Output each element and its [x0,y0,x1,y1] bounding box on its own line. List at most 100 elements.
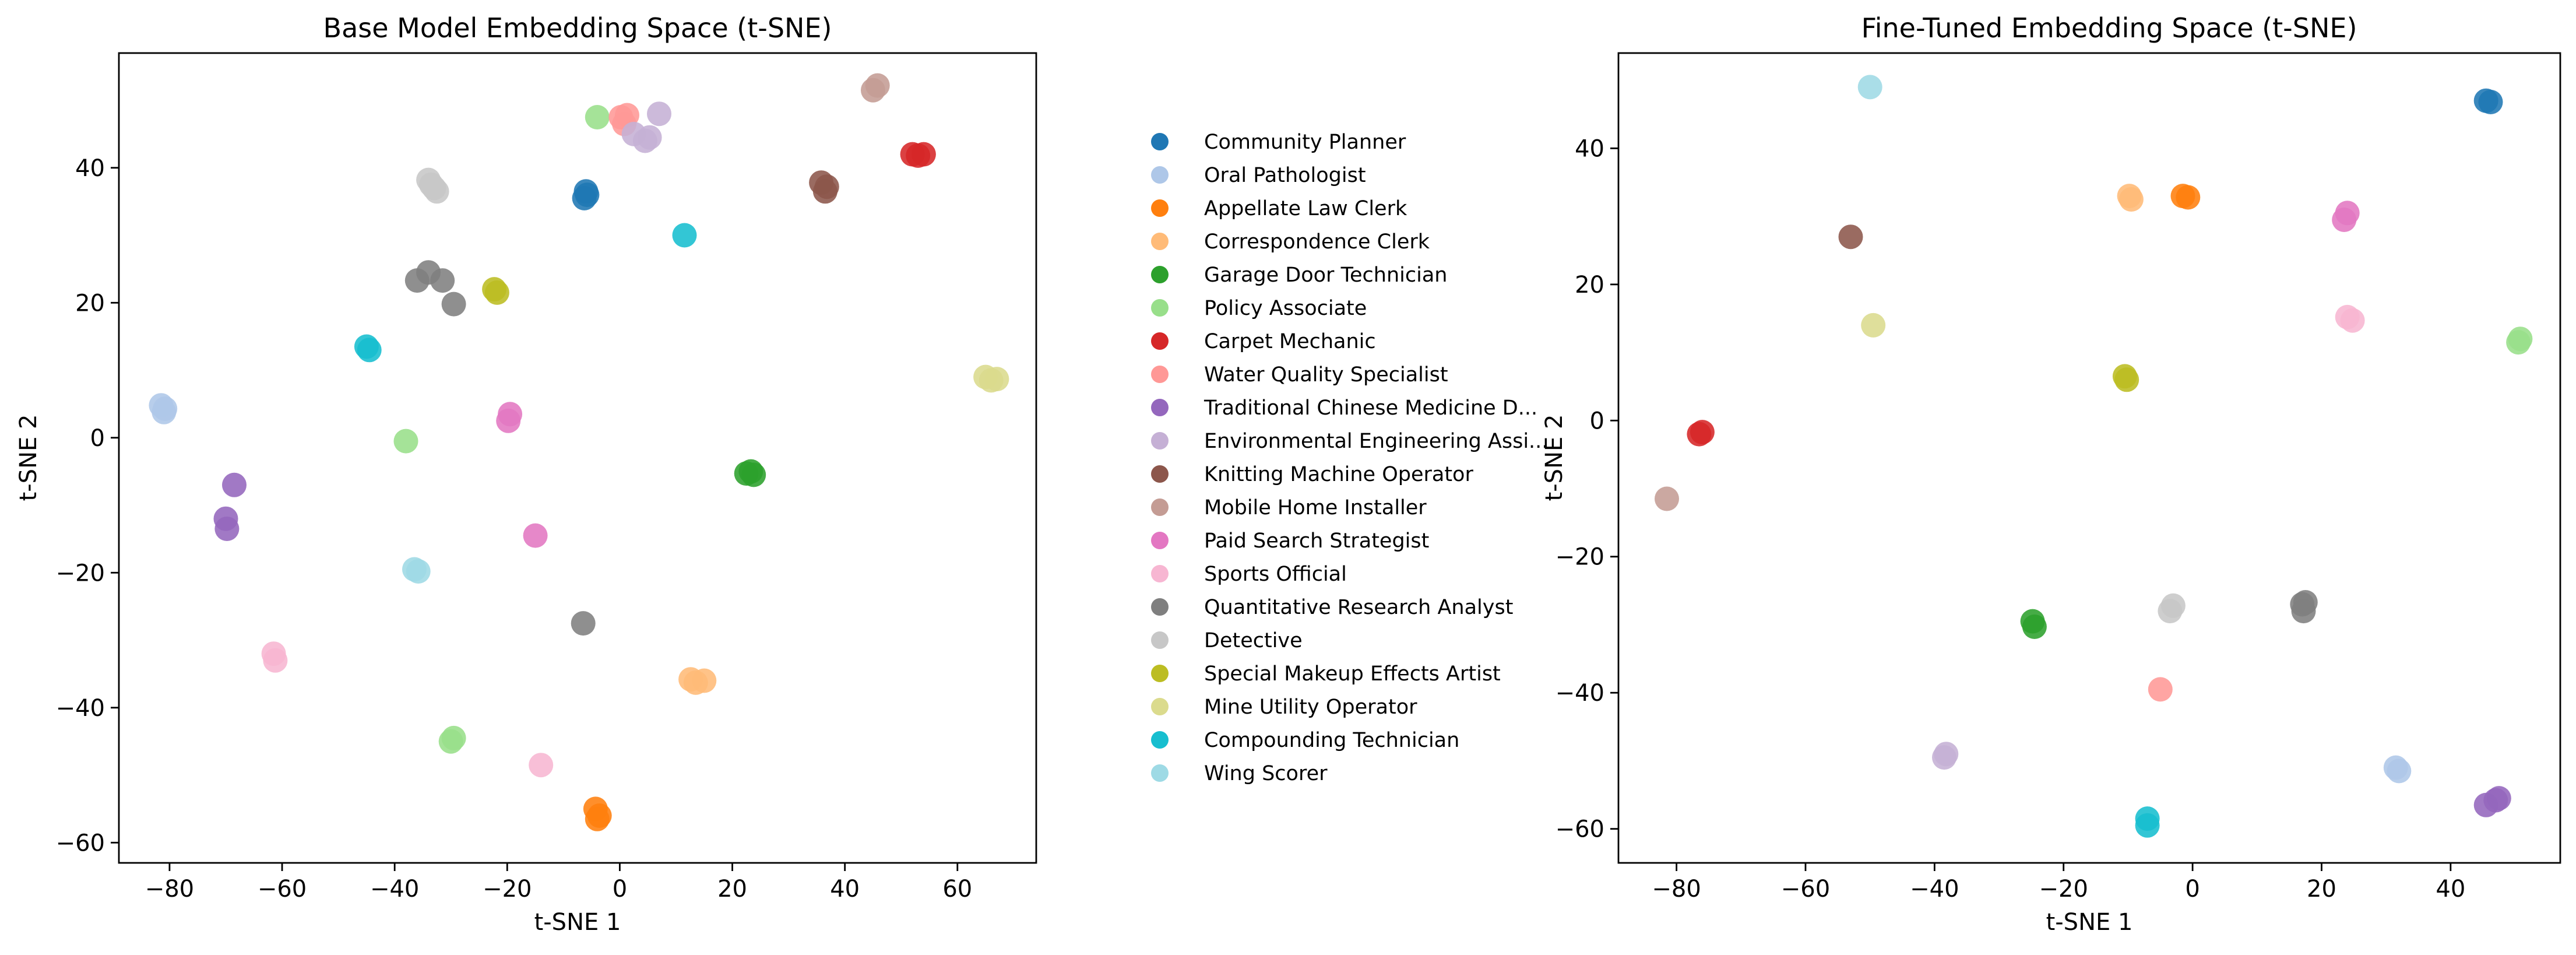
base-point-water-quality-specialist [615,103,639,128]
fine-tuned-x-tick-label: −80 [1652,876,1701,903]
base-y-tick-label: −40 [56,695,105,722]
base-y-tick-label: −60 [56,830,105,856]
base-point-wing-scorer [406,559,431,584]
base-point-quantitative-research-analyst [430,268,455,293]
fine-tuned-point-traditional-chinese-medicine-d [2486,786,2511,811]
fine-tuned-point-sports-official [2340,308,2365,333]
fine-tuned-plot-y-label: t-SNE 2 [1541,415,1568,501]
legend-entry-water-quality-specialist: Water Quality Specialist [1151,363,1448,387]
base-point-traditional-chinese-medicine-d [222,472,247,497]
legend: Community Planner Oral Pathologist Appella… [1151,131,1548,785]
base-point-carpet-mechanic [911,142,936,167]
fine-tuned-y-tick-label: −40 [1556,680,1604,707]
legend-label: Knitting Machine Operator [1204,463,1473,486]
legend-marker [1151,764,1169,782]
legend-label: Quantitative Research Analyst [1204,596,1513,619]
legend-entry-paid-search-strategist: Paid Search Strategist [1151,529,1429,553]
base-x-tick-label: −40 [370,876,419,903]
base-y-tick-label: 20 [75,290,105,317]
legend-marker [1151,166,1169,184]
legend-marker [1151,498,1169,516]
base-point-quantitative-research-analyst [441,292,466,317]
base-point-compounding-technician [672,223,697,248]
base-plot-points [149,73,1009,831]
fine-tuned-point-correspondence-clerk [2118,187,2144,212]
base-x-tick-label: 20 [717,876,747,903]
fine-tuned-y-tick-label: 40 [1575,135,1604,162]
base-point-appellate-law-clerk [587,803,612,828]
fine-tuned-x-tick-label: 0 [2185,876,2200,903]
fine-tuned-y-tick-label: 0 [1590,408,1604,434]
base-point-detective [418,172,444,197]
fine-tuned-plot-x-label: t-SNE 1 [2046,909,2133,936]
legend-entry-community-planner: Community Planner [1151,131,1406,154]
legend-entry-garage-door-technician: Garage Door Technician [1151,264,1447,287]
base-plot-frame [118,52,1037,864]
legend-label: Sports Official [1204,563,1347,586]
legend-label: Detective [1204,629,1303,652]
base-point-special-makeup-effects-artist [484,280,509,305]
legend-label: Wing Scorer [1204,762,1328,785]
base-y-tick-label: 40 [75,155,105,182]
base-point-compounding-technician [357,338,382,363]
legend-label: Water Quality Specialist [1204,363,1448,387]
legend-entry-sports-official: Sports Official [1151,563,1347,586]
fine-tuned-point-water-quality-specialist [2148,677,2173,702]
fine-tuned-plot: Fine-Tuned Embedding Space (t-SNE) −80 −6… [1541,12,2561,936]
legend-marker [1151,233,1169,250]
legend-label: Policy Associate [1204,297,1367,320]
base-plot-y-ticks: −60 −40 −20 0 20 40 [56,155,119,856]
fine-tuned-point-oral-pathologist [2387,759,2412,784]
base-point-sports-official [529,753,554,778]
fine-tuned-point-mobile-home-installer [1655,486,1679,511]
fine-tuned-point-mine-utility-operator [1861,313,1886,338]
fine-tuned-plot-y-ticks: −60 −40 −20 0 20 40 [1556,135,1618,843]
base-x-tick-label: 0 [613,876,627,903]
fine-tuned-point-quantitative-research-analyst [2293,590,2318,615]
base-point-policy-associate [441,725,466,750]
base-point-garage-door-technician [741,462,766,487]
legend-entry-policy-associate: Policy Associate [1151,297,1367,320]
base-model-plot: Base Model Embedding Space (t-SNE) −80 −6… [15,12,1037,936]
fine-tuned-point-carpet-mechanic [1690,420,1715,445]
fine-tuned-y-tick-label: −20 [1556,544,1604,571]
fine-tuned-point-knitting-machine-operator [1838,224,1863,250]
fine-tuned-x-tick-label: 40 [2436,876,2465,903]
base-point-policy-associate [585,105,610,129]
base-point-paid-search-strategist [523,523,548,548]
base-point-quantitative-research-analyst [571,611,596,636]
fine-tuned-point-wing-scorer [1857,75,1882,100]
base-point-environmental-engineering-assi [647,101,671,127]
legend-label: Garage Door Technician [1204,264,1447,287]
fine-tuned-y-tick-label: 20 [1575,272,1604,299]
base-x-tick-label: 40 [830,876,860,903]
legend-marker [1151,631,1169,649]
base-x-tick-label: 60 [942,876,972,903]
legend-marker [1151,598,1169,616]
legend-label: Environmental Engineering Assi... [1204,430,1548,453]
fine-tuned-plot-x-ticks: −80 −60 −40 −20 0 20 40 [1652,863,2465,903]
fine-tuned-point-appellate-law-clerk [2176,185,2201,210]
legend-marker [1151,332,1169,350]
legend-label: Paid Search Strategist [1204,529,1429,553]
fine-tuned-plot-title: Fine-Tuned Embedding Space (t-SNE) [1861,12,2357,44]
legend-entry-mine-utility-operator: Mine Utility Operator [1151,696,1417,719]
fine-tuned-plot-points [1655,75,2533,838]
legend-marker [1151,565,1169,582]
fine-tuned-point-detective [2160,593,2186,618]
base-plot-x-label: t-SNE 1 [534,909,621,936]
base-x-tick-label: −80 [145,876,194,903]
base-point-mobile-home-installer [865,73,890,98]
fine-tuned-point-community-planner [2478,90,2503,114]
fine-tuned-y-tick-label: −60 [1556,816,1604,843]
fine-tuned-plot-frame [1617,52,2561,864]
legend-label: Appellate Law Clerk [1204,197,1407,220]
legend-label: Correspondence Clerk [1204,230,1430,254]
base-point-knitting-machine-operator [814,174,839,199]
legend-label: Oral Pathologist [1204,164,1366,187]
fine-tuned-point-special-makeup-effects-artist [2114,367,2139,392]
legend-marker [1151,532,1169,549]
base-point-policy-associate [393,429,418,454]
